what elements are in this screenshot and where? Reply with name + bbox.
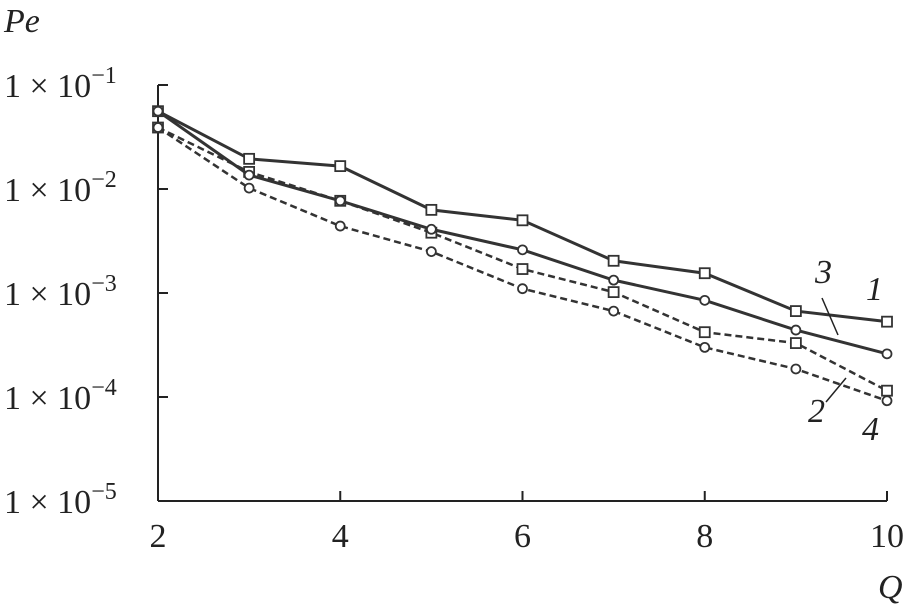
x-tick-label: 8 <box>696 518 713 555</box>
marker <box>699 294 711 306</box>
marker <box>881 315 893 328</box>
marker <box>334 160 347 173</box>
marker <box>517 244 528 256</box>
y-tick-label: 1 × 10−4 <box>4 375 117 417</box>
series-label: 4 <box>862 411 879 448</box>
marker <box>334 220 346 232</box>
marker <box>243 152 256 165</box>
series-line <box>157 126 888 392</box>
y-tick-label: 1 × 10−5 <box>4 479 117 521</box>
marker <box>425 203 438 216</box>
marker <box>789 305 802 317</box>
marker <box>152 105 164 117</box>
y-axis-label: Pe <box>3 3 40 40</box>
y-tick-label: 1 × 10−3 <box>4 271 117 313</box>
x-tick-label: 10 <box>870 518 904 555</box>
marker <box>608 274 620 286</box>
marker <box>607 286 620 299</box>
marker <box>699 341 711 353</box>
y-tick-label: 1 × 10−2 <box>4 167 117 209</box>
marker <box>881 348 893 360</box>
series-label: 1 <box>866 271 883 308</box>
marker <box>608 305 620 317</box>
series-label: 2 <box>808 393 825 430</box>
leader-line <box>821 297 839 336</box>
series-label: 3 <box>814 254 832 291</box>
x-tick-label: 2 <box>150 518 167 555</box>
y-tick-label: 1 × 10−1 <box>4 63 117 105</box>
x-axis-label: Q <box>878 569 903 606</box>
marker <box>881 395 893 407</box>
marker <box>789 337 802 349</box>
marker <box>243 182 255 194</box>
marker <box>698 267 711 280</box>
marker <box>516 263 529 275</box>
marker <box>152 122 164 133</box>
x-tick-label: 6 <box>514 518 531 555</box>
marker <box>607 254 620 267</box>
marker <box>517 283 528 295</box>
marker <box>334 195 346 207</box>
marker <box>425 246 437 258</box>
marker <box>790 363 802 375</box>
marker <box>881 384 893 397</box>
marker <box>425 223 437 235</box>
marker <box>698 326 711 339</box>
marker <box>790 324 802 336</box>
marker <box>516 214 529 227</box>
marker <box>243 169 255 181</box>
leader-line <box>825 377 847 403</box>
series-line <box>157 109 888 356</box>
x-tick-label: 4 <box>332 518 349 555</box>
